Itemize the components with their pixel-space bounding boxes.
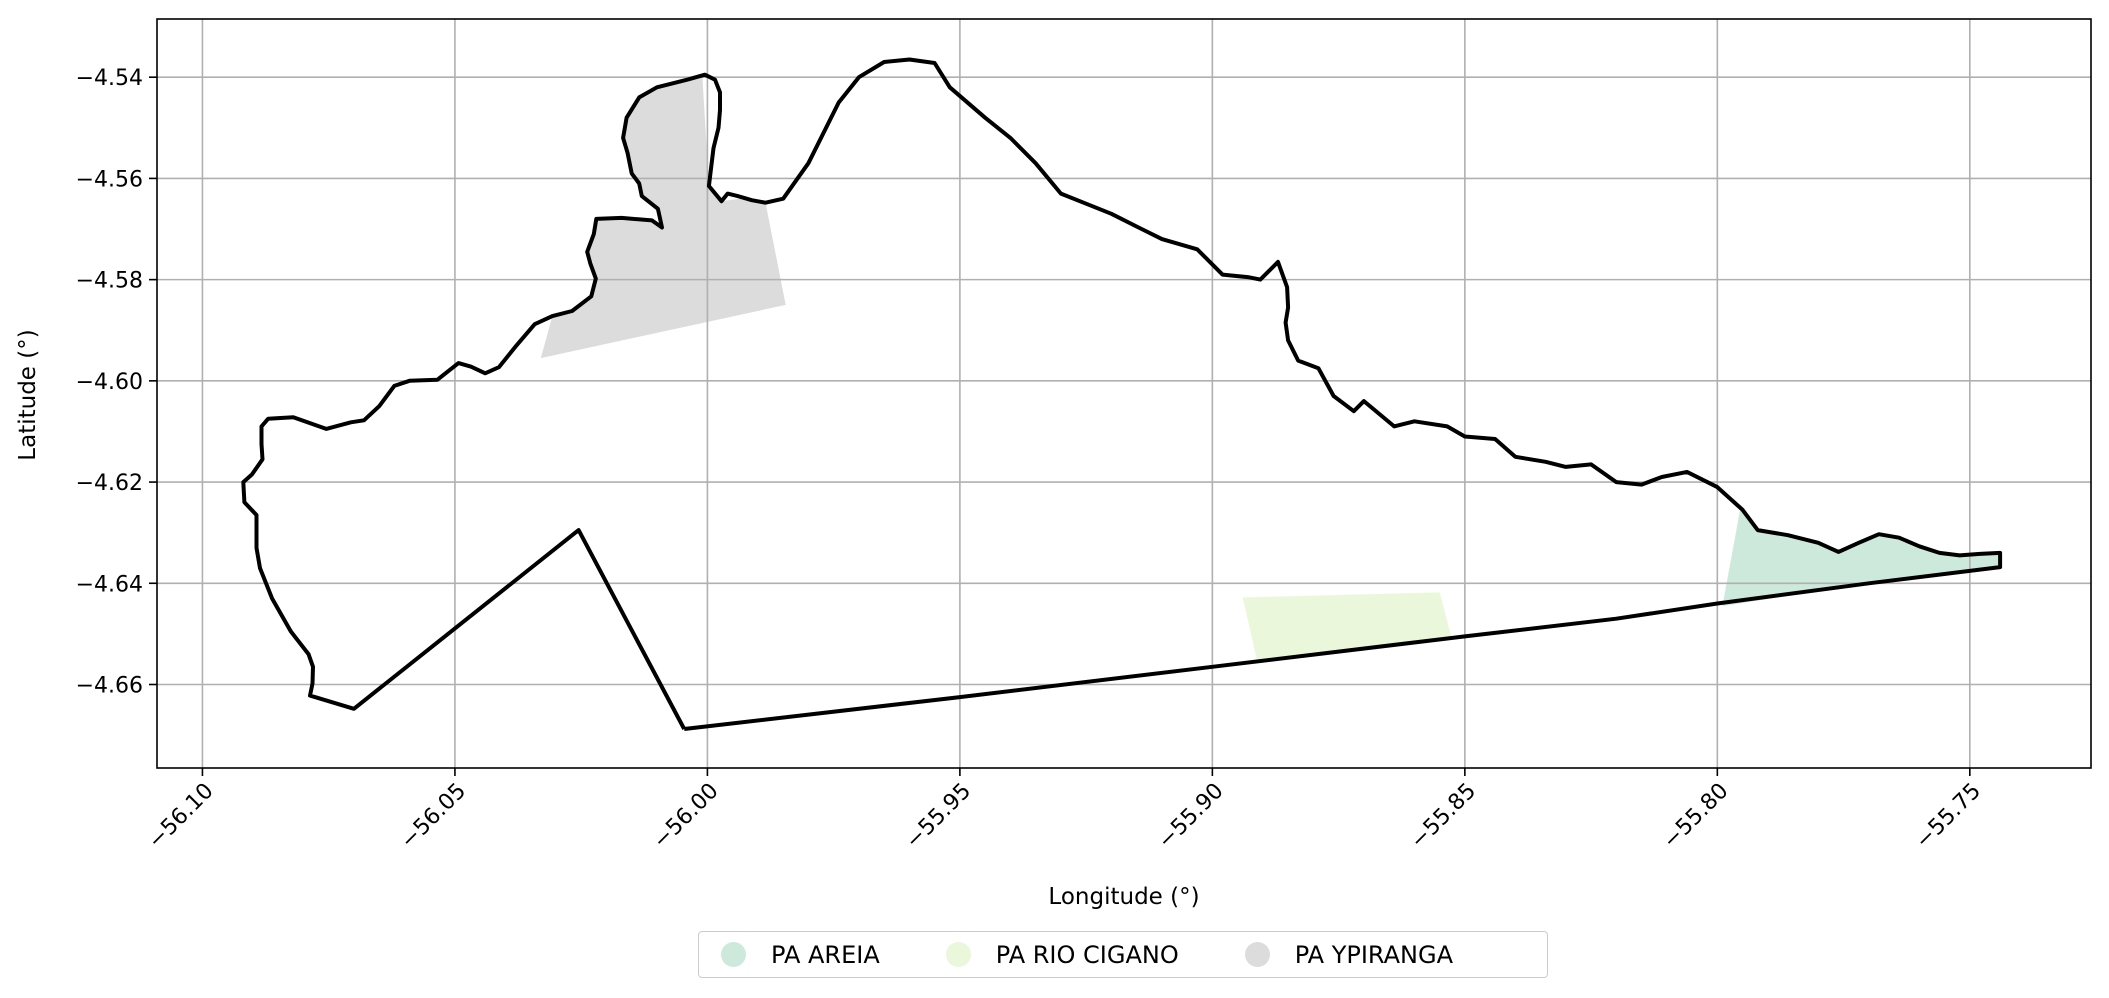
y-tick-label: −4.54 [76,66,143,91]
x-tick-label: −55.90 [1153,779,1228,854]
legend-item-pa-ypiranga: PA YPIRANGA [1244,940,1453,969]
legend-label-pa-areia: PA AREIA [771,940,880,969]
x-tick-label: −56.00 [648,779,723,854]
legend-label-pa-ypiranga: PA YPIRANGA [1294,940,1453,969]
axes-frame [156,18,2092,769]
y-tick-label: −4.56 [76,167,143,192]
area-pa-areia [1722,509,2001,607]
y-axis-label: Latitude (°) [15,329,41,460]
y-tick-label: −4.58 [76,269,143,294]
boundary-outline [241,57,2003,731]
area-pa-ypiranga [540,77,786,359]
legend-item-pa-areia: PA AREIA [721,941,880,969]
legend: PA AREIA PA RIO CIGANO PA YPIRANGA [698,931,1548,978]
legend-marker-pa-areia [721,942,746,967]
y-tick-label: −4.64 [76,572,143,597]
x-tick-label: −55.95 [901,779,976,854]
plot-area: −56.10 −56.05 −56.00 −55.95 −55.90 −55.85 −55.… [76,18,2092,854]
legend-marker-pa-ypiranga [1244,942,1270,967]
x-tick-label: −56.05 [396,779,471,854]
legend-label-pa-rio-cigano: PA RIO CIGANO [995,940,1179,969]
legend-item-pa-rio-cigano: PA RIO CIGANO [945,940,1179,969]
x-tick-label: −55.75 [1911,779,1986,854]
x-tick-label: −56.10 [143,779,218,854]
x-tick-label: −55.80 [1658,779,1733,854]
legend-marker-pa-rio-cigano [945,942,971,967]
y-tick-label: −4.60 [76,370,143,395]
x-tick-label: −55.85 [1406,779,1481,854]
y-tick-label: −4.62 [76,471,143,496]
x-axis-label: Longitude (°) [1048,884,1199,910]
y-tick-label: −4.66 [76,673,143,698]
